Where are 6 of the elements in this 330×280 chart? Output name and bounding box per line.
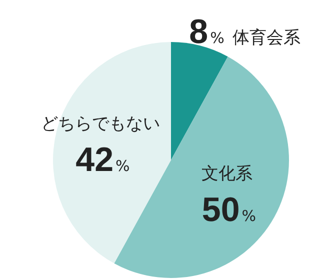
slice-label: 体育会系 (232, 28, 300, 48)
slice-label: 文化系 (201, 164, 252, 184)
data-label: 42% (76, 140, 130, 179)
data-label: 50% (202, 190, 256, 229)
data-label: 8% (189, 12, 224, 51)
slice-label: どちらでもない (41, 114, 160, 134)
